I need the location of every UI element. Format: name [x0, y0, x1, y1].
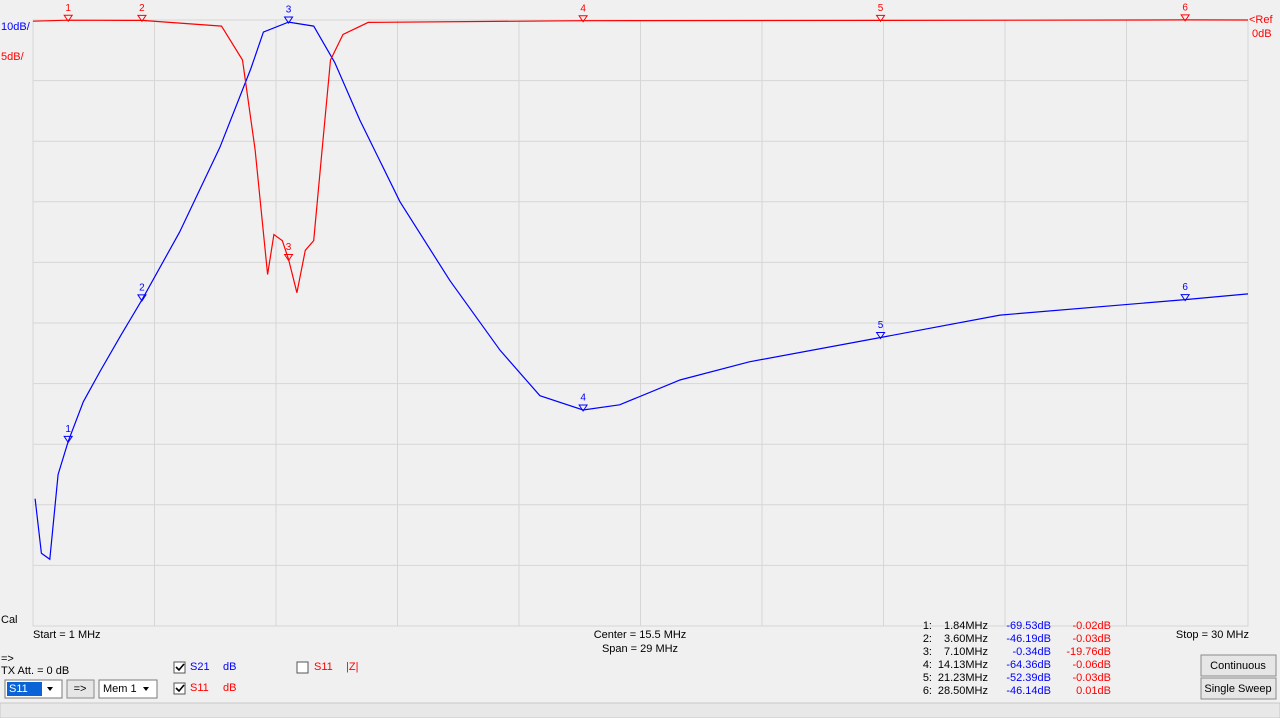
marker-id: 2:	[923, 633, 932, 645]
marker-label: 1	[65, 3, 71, 14]
button-label: Continuous	[1210, 660, 1266, 672]
marker-triangle	[875, 14, 886, 23]
button[interactable]	[1200, 677, 1277, 700]
marker-s11: -19.76dB	[1066, 646, 1111, 658]
marker-id: 3:	[923, 646, 932, 658]
marker-s21: -64.36dB	[1006, 659, 1051, 671]
start-label: Start = 1 MHz	[33, 629, 101, 641]
plot-area: 1 1 2 2 3 3 4 4 5 5 6 6	[32, 3, 1249, 627]
button-label: Single Sweep	[1204, 683, 1271, 695]
select-value: Mem 1	[103, 683, 137, 695]
marker-s21: -46.14dB	[1006, 685, 1051, 697]
marker-triangle	[578, 404, 589, 412]
dropdown-arrow	[47, 687, 53, 691]
marker-s11: 0.01dB	[1076, 685, 1111, 697]
select-box[interactable]	[98, 679, 158, 699]
checkbox-label: S11	[314, 661, 333, 673]
dropdown-arrow	[143, 687, 149, 691]
marker-triangle	[63, 14, 74, 23]
checkbox[interactable]	[173, 682, 186, 695]
ref-label: <Ref	[1249, 14, 1273, 26]
marker-triangle	[283, 16, 294, 24]
checkbox-label: S21	[190, 661, 210, 673]
marker-triangle	[136, 14, 147, 23]
marker-triangle	[283, 253, 294, 262]
marker-triangle	[63, 435, 74, 444]
marker-s11: -0.03dB	[1072, 633, 1111, 645]
marker-freq: 28.50MHz	[938, 685, 988, 697]
marker-s21: -52.39dB	[1006, 672, 1051, 684]
marker-label: 5	[878, 320, 884, 331]
marker-label: 6	[1182, 282, 1188, 293]
trace-select[interactable]: S11	[4, 679, 63, 699]
status-bar	[0, 702, 1280, 718]
marker-id: 4:	[923, 659, 932, 671]
marker-freq: 7.10MHz	[944, 646, 988, 658]
button[interactable]	[66, 679, 95, 699]
stop-label: Stop = 30 MHz	[1176, 629, 1249, 641]
marker-freq: 1.84MHz	[944, 620, 988, 632]
checkbox-s11[interactable]: S11 dB	[173, 682, 236, 695]
marker-label: 3	[286, 5, 292, 16]
marker-label: 1	[65, 424, 71, 435]
tx-att: TX Att. = 0 dB	[1, 665, 69, 677]
select-highlight	[7, 682, 42, 696]
marker-s11: -0.02dB	[1072, 620, 1111, 632]
checkbox-unit: dB	[223, 682, 236, 694]
checkbox-unit: |Z|	[346, 661, 358, 673]
marker-label: 4	[580, 3, 586, 14]
marker-freq: 21.23MHz	[938, 672, 988, 684]
scale-label: 10dB/	[1, 21, 31, 33]
marker-label: 2	[139, 3, 145, 14]
select-value: S11	[9, 683, 28, 695]
marker-id: 5:	[923, 672, 932, 684]
span-label: Span = 29 MHz	[602, 643, 678, 655]
marker-s21: -69.53dB	[1006, 620, 1051, 632]
memory-select[interactable]: Mem 1	[98, 679, 158, 699]
center-label: Center = 15.5 MHz	[594, 629, 687, 641]
marker-label: 4	[580, 393, 586, 404]
marker-triangle	[1180, 294, 1191, 302]
marker-freq: 14.13MHz	[938, 659, 988, 671]
checkbox-label: S11	[190, 682, 209, 694]
marker-s21: -46.19dB	[1006, 633, 1051, 645]
marker-label: 3	[286, 242, 292, 253]
checkmark	[175, 663, 185, 672]
marker-triangle	[578, 15, 589, 23]
marker-label: 5	[878, 3, 884, 14]
marker-label: 2	[139, 283, 145, 294]
marker-id: 1:	[923, 620, 932, 632]
arrow-label: =>	[1, 653, 14, 665]
checkbox[interactable]	[173, 661, 186, 674]
checkbox-s21[interactable]: S21 dB	[173, 661, 236, 674]
trace	[34, 21, 1249, 561]
marker-s21: -0.34dB	[1012, 646, 1051, 658]
continuous-button[interactable]: Continuous	[1200, 654, 1277, 677]
marker-s11: -0.06dB	[1072, 659, 1111, 671]
trace	[32, 19, 1249, 293]
checkbox-unit: dB	[223, 661, 236, 673]
checkmark	[175, 684, 185, 693]
marker-id: 6:	[923, 685, 932, 697]
marker-triangle	[875, 331, 886, 340]
checkbox[interactable]	[296, 661, 309, 674]
marker-triangle	[136, 294, 147, 302]
single-sweep-button[interactable]: Single Sweep	[1200, 677, 1277, 700]
marker-triangle	[1180, 14, 1191, 22]
checkbox-s11z[interactable]: S11 |Z|	[296, 661, 358, 674]
marker-label: 6	[1182, 3, 1188, 14]
button-label: =>	[74, 683, 87, 695]
button[interactable]	[1200, 654, 1277, 677]
marker-freq: 3.60MHz	[944, 633, 988, 645]
scale-label: 5dB/	[1, 51, 25, 63]
apply-button[interactable]: =>	[66, 679, 95, 699]
cal-label: Cal	[1, 614, 18, 626]
marker-s11: -0.03dB	[1072, 672, 1111, 684]
ref-value: 0dB	[1252, 28, 1272, 40]
